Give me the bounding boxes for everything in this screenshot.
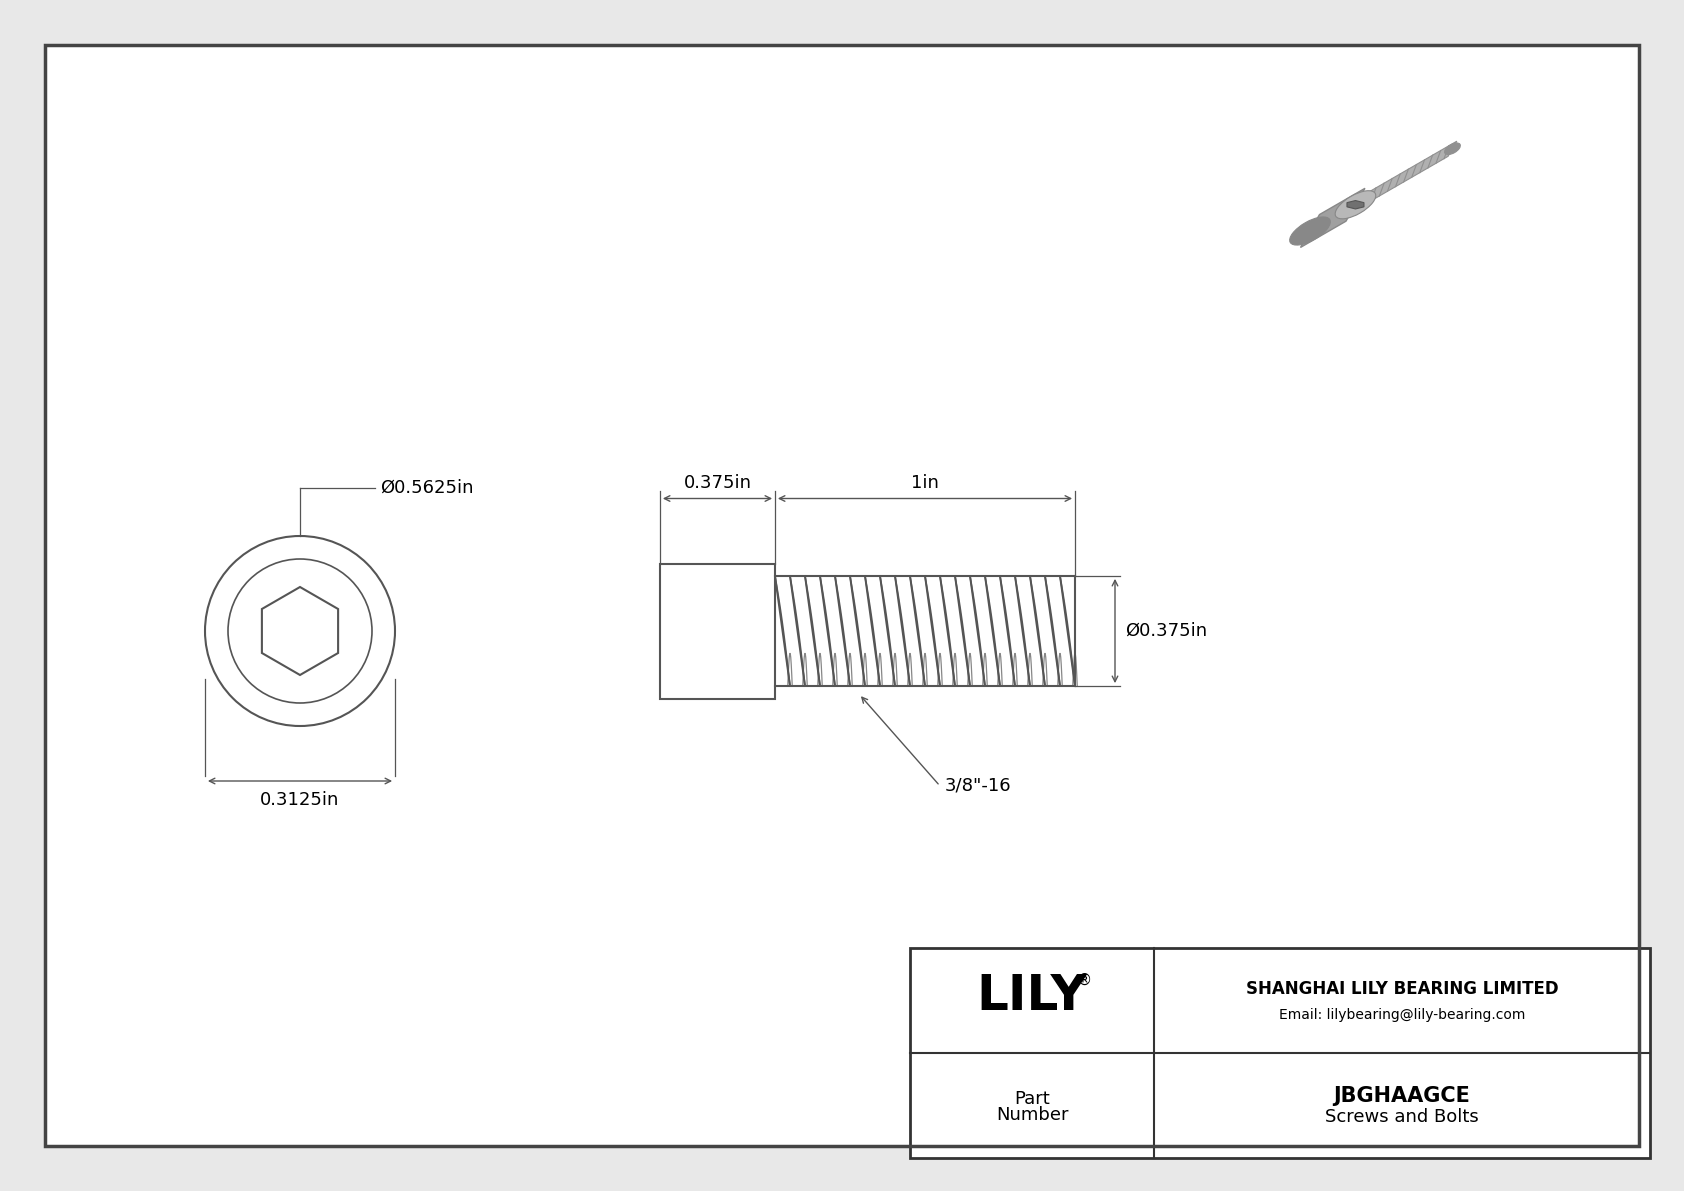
Circle shape bbox=[205, 536, 396, 727]
Ellipse shape bbox=[1335, 191, 1376, 219]
Polygon shape bbox=[1300, 188, 1366, 248]
Text: JBGHAAGCE: JBGHAAGCE bbox=[1334, 1085, 1470, 1105]
Text: SHANGHAI LILY BEARING LIMITED: SHANGHAI LILY BEARING LIMITED bbox=[1246, 979, 1558, 998]
Text: 3/8"-16: 3/8"-16 bbox=[945, 777, 1012, 796]
Ellipse shape bbox=[1290, 217, 1330, 245]
Bar bbox=[775, 576, 1074, 686]
Bar bbox=[660, 563, 775, 698]
Polygon shape bbox=[1347, 200, 1364, 208]
Text: Screws and Bolts: Screws and Bolts bbox=[1325, 1109, 1479, 1127]
Text: Ø0.5625in: Ø0.5625in bbox=[381, 479, 473, 497]
Text: Number: Number bbox=[995, 1106, 1068, 1124]
Bar bbox=[909, 948, 1650, 1158]
Text: Part: Part bbox=[1014, 1091, 1051, 1109]
Text: 0.375in: 0.375in bbox=[684, 474, 751, 492]
Bar bbox=[909, 948, 1650, 1158]
Text: 1in: 1in bbox=[911, 474, 940, 492]
Text: Email: lilybearing@lily-bearing.com: Email: lilybearing@lily-bearing.com bbox=[1278, 1008, 1526, 1022]
Text: LILY: LILY bbox=[977, 972, 1088, 1019]
Text: Ø0.375in: Ø0.375in bbox=[1125, 622, 1207, 640]
Text: ®: ® bbox=[1076, 973, 1091, 989]
Text: 0.3125in: 0.3125in bbox=[261, 791, 340, 809]
Polygon shape bbox=[1351, 142, 1457, 212]
Ellipse shape bbox=[1445, 143, 1460, 155]
